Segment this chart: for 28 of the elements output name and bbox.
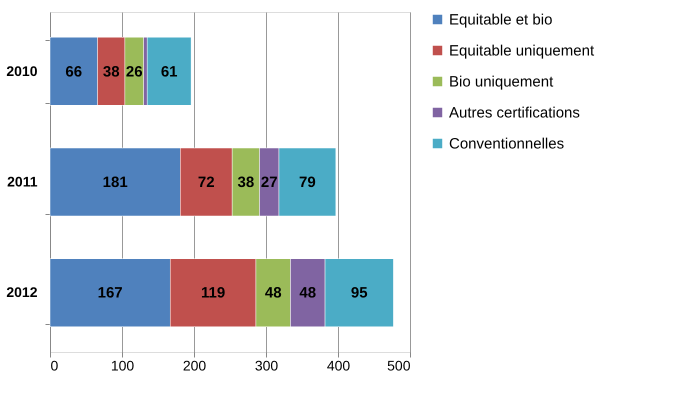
data-label: 95: [350, 284, 368, 302]
data-label: 61: [160, 63, 178, 80]
x-tick-label: 200: [182, 358, 206, 374]
y-tick-label: 2012: [6, 284, 38, 300]
data-label: 26: [126, 63, 143, 80]
legend-label: Equitable et bio: [449, 12, 552, 28]
legend-label: Equitable uniquement: [449, 42, 595, 60]
x-tick-label: 400: [326, 358, 350, 374]
data-label: 119: [200, 284, 226, 302]
data-label: 48: [264, 284, 282, 302]
legend-label: Conventionnelles: [449, 136, 564, 152]
data-label: 27: [260, 174, 278, 191]
legend-label: Bio uniquement: [449, 74, 554, 90]
y-tick-label: 2010: [6, 62, 38, 79]
x-tick-label: 500: [387, 358, 411, 374]
y-tick-label: 2011: [7, 174, 38, 190]
legend-label: Autres certifications: [449, 104, 580, 122]
x-tick-label: 0: [50, 358, 58, 374]
x-tick-label: 100: [110, 358, 134, 374]
data-label: 48: [299, 284, 316, 302]
x-tick-label: 300: [254, 358, 278, 374]
data-label: 66: [65, 63, 82, 80]
data-label: 181: [102, 174, 128, 191]
data-label: 79: [299, 174, 316, 191]
data-label: 72: [198, 174, 215, 191]
data-label: 38: [237, 174, 254, 191]
data-label: 167: [98, 284, 123, 302]
data-label: 38: [102, 63, 120, 80]
